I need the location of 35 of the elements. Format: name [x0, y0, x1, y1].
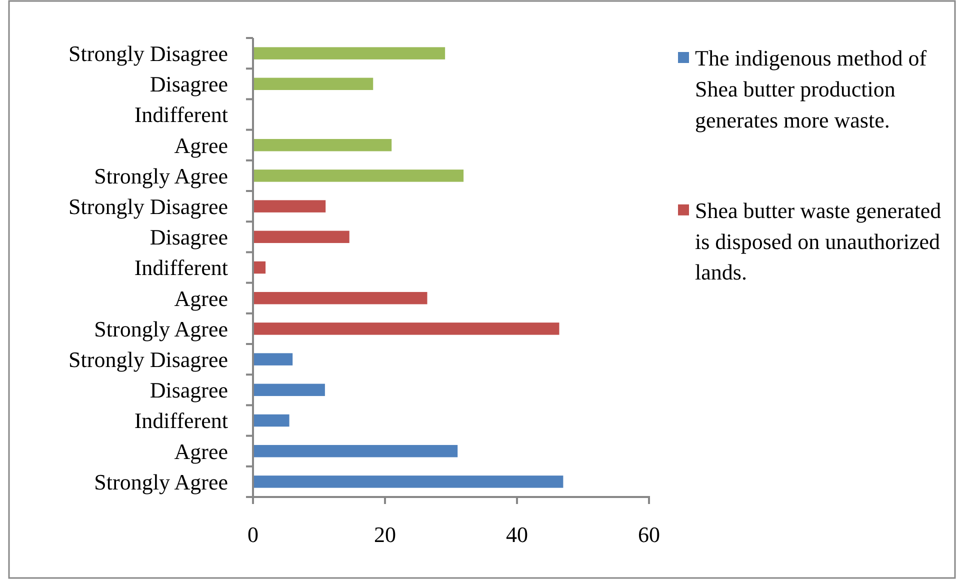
bar: [253, 138, 392, 152]
bar: [253, 353, 293, 366]
y-tick-label: Strongly Disagree: [68, 41, 228, 66]
y-tick-label: Disagree: [150, 378, 228, 403]
y-tick-label: Agree: [174, 438, 228, 464]
y-tick-label: Strongly Agree: [94, 316, 228, 342]
x-tick-label: 60: [638, 522, 660, 548]
legend-label: The indigenous method of Shea butter production generates more waste.: [695, 46, 928, 132]
y-tick-label: Strongly Agree: [94, 469, 228, 494]
y-tick-label: Disagree: [150, 224, 228, 250]
y-tick-label: Strongly Disagree: [68, 194, 228, 219]
y-tick-label: Indifferent: [134, 255, 228, 280]
bar: [253, 78, 374, 90]
y-tick-label: Indifferent: [134, 102, 228, 128]
bar: [253, 476, 564, 488]
y-tick-label: Indifferent: [134, 408, 228, 434]
bar: [253, 47, 446, 60]
x-tick-label: 0: [248, 522, 258, 548]
y-tick-label: Strongly Agree: [94, 163, 228, 188]
bar: [253, 322, 560, 335]
bar: [253, 292, 428, 304]
y-tick-label: Strongly Disagree: [68, 347, 228, 372]
bar: [253, 230, 350, 244]
bar: [253, 444, 458, 458]
bar: [253, 414, 290, 427]
y-tick-label: Agree: [174, 132, 228, 158]
legend-label: Shea butter waste generated is disposed on unauthorized lands.: [695, 198, 942, 285]
x-tick-label: 20: [374, 522, 396, 548]
x-tick-label: 40: [506, 522, 528, 548]
bar: [253, 170, 464, 182]
y-tick-label: Disagree: [150, 72, 228, 97]
bar: [253, 200, 326, 212]
bar: [253, 261, 266, 274]
bar: [253, 384, 325, 396]
y-tick-label: Agree: [174, 286, 228, 311]
